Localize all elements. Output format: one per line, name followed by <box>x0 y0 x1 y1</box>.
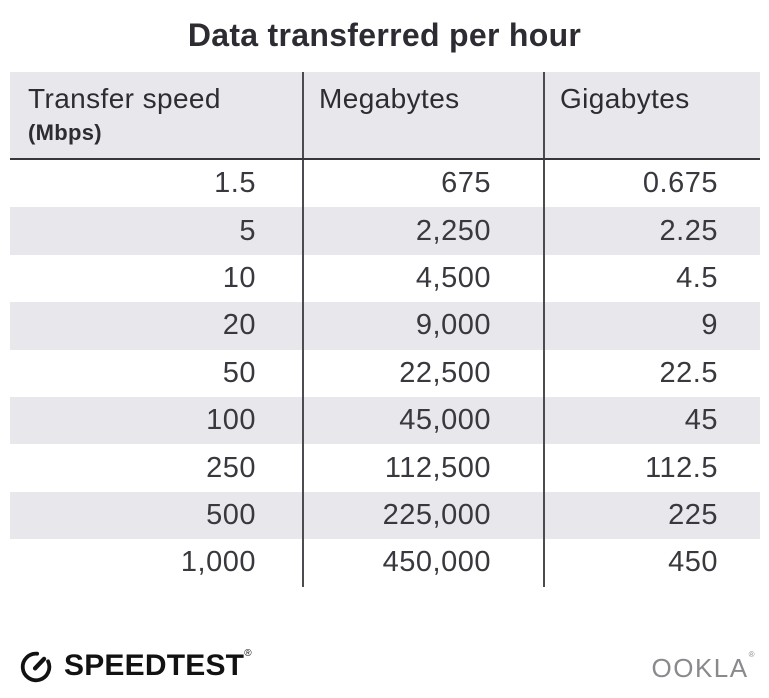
cell-megabytes: 45,000 <box>302 396 543 445</box>
table-row: 10 4,500 4.5 <box>10 254 760 303</box>
cell-megabytes: 675 <box>302 160 543 208</box>
ookla-trademark: ® <box>748 650 756 659</box>
cell-gigabytes: 225 <box>543 491 760 540</box>
speedtest-trademark: ® <box>244 648 252 659</box>
cell-gigabytes: 112.5 <box>543 444 760 492</box>
cell-megabytes: 2,250 <box>302 207 543 255</box>
cell-gigabytes: 0.675 <box>543 160 760 208</box>
cell-speed: 20 <box>222 309 256 342</box>
table-header-row: Transfer speed (Mbps) Megabytes Gigabyte… <box>10 72 760 160</box>
column-header-transfer-speed: Transfer speed (Mbps) <box>10 72 302 158</box>
column-header-megabytes: Megabytes <box>302 72 543 158</box>
cell-speed: 250 <box>206 451 256 484</box>
cell-gigabytes: 22.5 <box>543 349 760 397</box>
table-row: 250 112,500 112.5 <box>10 444 760 492</box>
speedtest-logo: SPEEDTEST® <box>17 647 252 685</box>
table-row: 20 9,000 9 <box>10 302 760 350</box>
cell-speed: 1,000 <box>180 546 256 579</box>
cell-speed: 100 <box>206 404 256 437</box>
cell-speed: 50 <box>222 356 256 389</box>
footer: SPEEDTEST® OOKLA® <box>0 636 769 698</box>
cell-megabytes: 22,500 <box>302 349 543 397</box>
speedtest-label: SPEEDTEST <box>64 649 245 682</box>
speedtest-wordmark: SPEEDTEST® <box>64 648 252 682</box>
cell-megabytes: 450,000 <box>302 539 543 587</box>
cell-gigabytes: 4.5 <box>543 254 760 303</box>
column-header-transfer-speed-unit: (Mbps) <box>28 120 102 146</box>
cell-megabytes: 225,000 <box>302 491 543 540</box>
cell-speed: 10 <box>222 261 256 294</box>
table-row: 5 2,250 2.25 <box>10 207 760 255</box>
cell-gigabytes: 2.25 <box>543 207 760 255</box>
ookla-logo: OOKLA® <box>651 651 757 683</box>
cell-megabytes: 4,500 <box>302 254 543 303</box>
cell-speed: 1.5 <box>214 167 256 200</box>
table-row: 500 225,000 225 <box>10 491 760 540</box>
speedtest-gauge-icon <box>17 647 55 685</box>
table-row: 1.5 675 0.675 <box>10 160 760 208</box>
column-header-transfer-speed-label: Transfer speed <box>28 83 221 114</box>
table-body: 1.5 675 0.675 5 2,250 2.25 10 4,500 4.5 … <box>10 160 760 587</box>
page-title: Data transferred per hour <box>187 17 582 53</box>
cell-gigabytes: 450 <box>543 539 760 587</box>
cell-gigabytes: 9 <box>543 302 760 350</box>
column-header-gigabytes: Gigabytes <box>543 72 760 158</box>
table-row: 1,000 450,000 450 <box>10 539 760 587</box>
cell-speed: 5 <box>239 214 256 247</box>
data-table: Transfer speed (Mbps) Megabytes Gigabyte… <box>10 72 760 587</box>
table-row: 100 45,000 45 <box>10 396 760 445</box>
cell-megabytes: 112,500 <box>302 444 543 492</box>
table-row: 50 22,500 22.5 <box>10 349 760 397</box>
cell-gigabytes: 45 <box>543 396 760 445</box>
cell-megabytes: 9,000 <box>302 302 543 350</box>
ookla-label: OOKLA <box>651 653 749 683</box>
cell-speed: 500 <box>206 498 256 531</box>
